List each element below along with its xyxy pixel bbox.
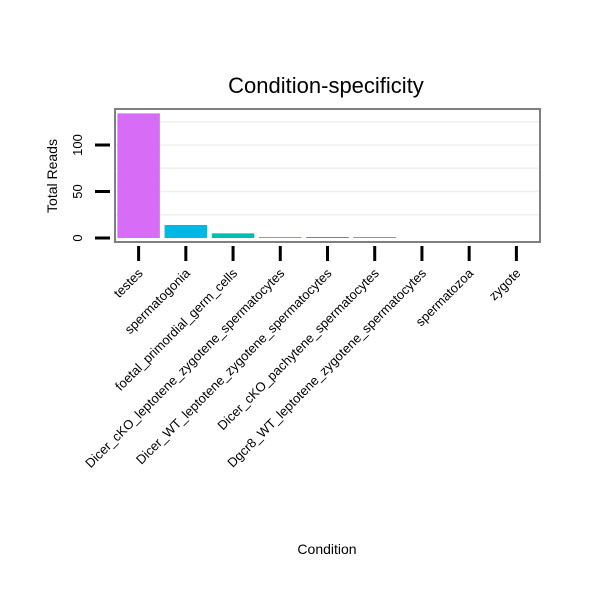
grid-lines — [115, 121, 540, 216]
x-axis-title: Condition — [297, 541, 356, 557]
bar — [353, 237, 396, 238]
bar — [306, 237, 349, 238]
x-tick-label: zygote — [486, 266, 524, 304]
y-tick-label: 50 — [70, 184, 85, 198]
y-tick-label: 100 — [70, 134, 85, 156]
bar — [259, 237, 302, 238]
plot-panel-border — [114, 108, 541, 243]
y-tick-label: 0 — [70, 234, 85, 241]
bar — [164, 224, 208, 238]
x-tick-label: testes — [111, 265, 146, 300]
bar — [117, 113, 160, 238]
x-axis: testesspermatogoniafoetal_primordial_ger… — [82, 246, 524, 471]
bars — [117, 113, 396, 238]
y-axis-title: Total Reads — [44, 139, 60, 213]
y-axis: 0 50 100 — [70, 134, 110, 242]
bar — [211, 233, 255, 238]
chart-title: Condition-specificity — [228, 73, 424, 98]
